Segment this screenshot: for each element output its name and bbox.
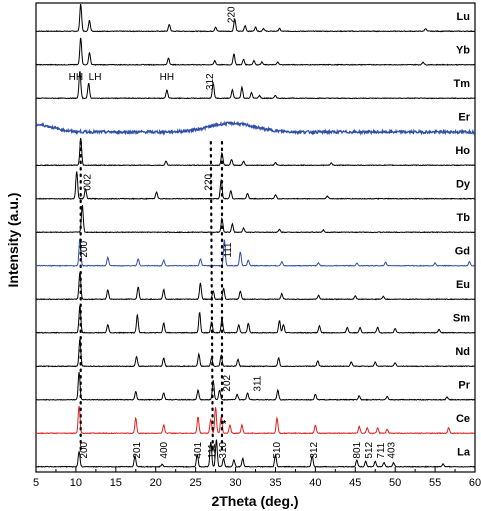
peak-annotation: HH [69,72,83,83]
series-line-ce [35,405,475,435]
series-label-ce: Ce [456,413,470,425]
x-tick-label: 25 [190,477,202,489]
peak-annotation: 202 [222,374,233,391]
peak-annotation: 400 [159,441,170,458]
series-line-yb [36,37,475,66]
series-line-ho [35,137,475,167]
peak-annotation: 510 [272,441,283,458]
peak-annotation: 111 [207,443,218,459]
x-tick-label: 40 [309,477,321,489]
series-line-nd [35,338,475,368]
peak-annotation: 200 [79,240,90,257]
x-tick-label: 15 [110,477,122,489]
series-line-tm [35,71,476,100]
peak-annotation: 311 [252,375,263,391]
series-labels: Lu Yb Tm Er Ho Dy Tb Gd Eu Sm Nd Pr Ce La [453,11,471,458]
series-line-lu [36,4,475,33]
series-traces [35,4,476,468]
x-tick-label: 50 [389,477,401,489]
peak-annotation: 711 [376,442,387,458]
peak-annotation: 401 [193,441,204,458]
peak-annotation: 002 [82,173,93,190]
series-line-dy [35,171,475,200]
peak-annotation: LH [89,72,102,83]
series-label-sm: Sm [453,312,470,324]
peak-annotation: * [222,419,226,430]
peak-annotation: 220 [204,173,215,190]
series-line-tb [35,204,475,234]
peak-annotations: 220 HH LH HH 312 002 220 200 111 202 311 * 200 201 400… [69,6,398,459]
x-tick-label: 60 [469,477,481,489]
series-label-lu: Lu [457,11,470,23]
peak-annotation: 512 [364,441,375,458]
x-tick-label: 55 [429,477,441,489]
x-tick-label: 45 [349,477,361,489]
series-label-ho: Ho [455,145,470,157]
series-line-eu [35,272,475,301]
plot-frame [35,2,476,473]
series-line-pr [35,371,476,401]
series-label-tm: Tm [454,78,471,90]
y-axis-title: Intensity (a.u.) [5,193,21,288]
x-tick-label: 35 [269,477,281,489]
x-tick-label: 30 [229,477,241,489]
peak-annotation: HH [160,72,174,83]
peak-annotation: 111 [223,242,234,258]
series-line-la [35,439,476,468]
series-label-pr: Pr [458,379,470,391]
x-axis-title: 2Theta (deg.) [211,493,298,509]
peak-annotation: 200 [79,441,90,458]
x-tick-label: 20 [150,477,162,489]
series-label-er: Er [458,111,470,123]
x-tick-label: 5 [33,477,39,489]
dotted-guide [209,140,214,452]
series-label-gd: Gd [455,245,470,257]
series-line-sm [35,304,475,334]
peak-annotation: 403 [386,441,397,458]
peak-annotation: 220 [227,6,238,23]
series-line-gd [35,238,475,267]
series-label-tb: Tb [457,212,471,224]
peak-annotation: 312 [309,441,320,458]
peak-annotation: 310 [218,441,229,458]
x-tick-label: 10 [70,477,82,489]
dotted-guides [79,140,224,452]
peak-annotation: 801 [352,441,363,458]
series-label-yb: Yb [456,44,470,56]
x-axis: 5 10 15 20 25 30 35 40 45 50 55 60 [33,467,481,489]
series-label-nd: Nd [455,346,470,358]
peak-annotation: 312 [205,73,216,90]
series-line-er [35,120,476,136]
peak-annotation: 201 [132,441,143,458]
series-label-eu: Eu [456,279,470,291]
series-label-dy: Dy [456,178,471,190]
series-label-la: La [457,446,471,458]
